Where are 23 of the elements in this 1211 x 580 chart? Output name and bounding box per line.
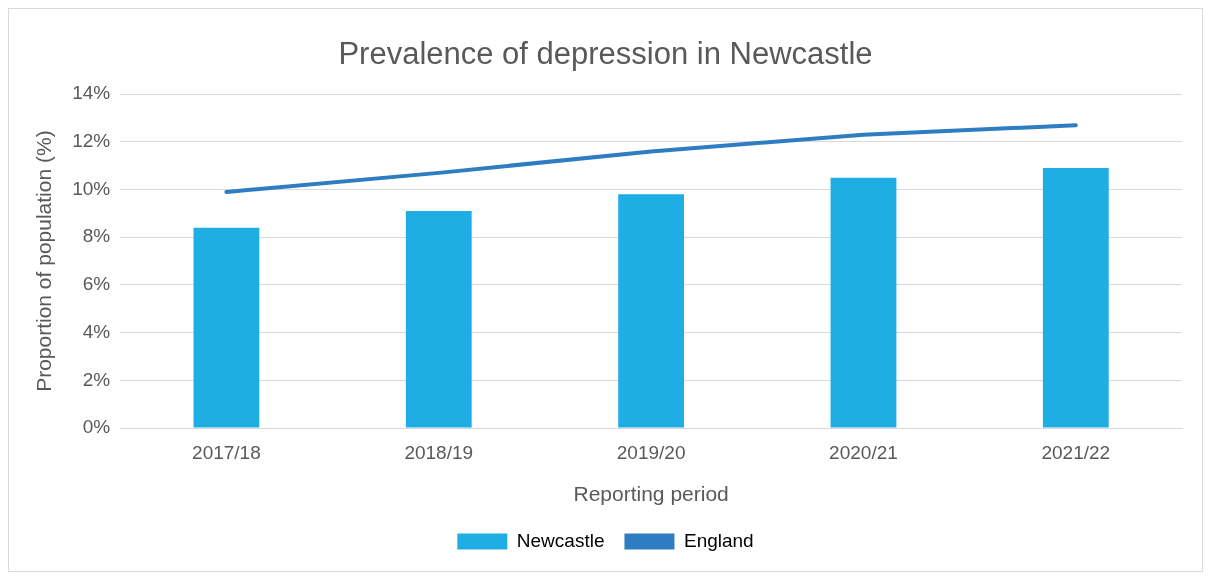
y-tick-label: 6%: [82, 273, 111, 295]
x-tick-label: 2021/22: [1041, 441, 1111, 463]
legend-label: Newcastle: [516, 529, 605, 551]
x-tick-label: 2020/21: [829, 441, 898, 463]
bar: [405, 211, 472, 428]
y-tick-label: 12%: [72, 130, 111, 152]
x-tick-label: 2017/18: [192, 441, 261, 463]
bar: [618, 194, 685, 428]
chart-title: Prevalence of depression in Newcastle: [338, 36, 873, 72]
x-tick-label: 2019/20: [616, 441, 686, 463]
bar: [830, 177, 897, 428]
bar: [1042, 168, 1109, 428]
y-tick-label: 4%: [82, 320, 111, 342]
y-tick-label: 0%: [82, 416, 111, 438]
x-tick-label: 2018/19: [404, 441, 474, 463]
y-axis-title: Proportion of population (%): [32, 130, 56, 392]
legend-label: England: [683, 529, 754, 551]
y-tick-label: 2%: [82, 368, 111, 390]
y-tick-label: 14%: [72, 82, 111, 104]
x-axis-title: Reporting period: [573, 482, 729, 506]
y-tick-label: 10%: [72, 177, 111, 199]
bar: [193, 227, 260, 428]
y-tick-label: 8%: [82, 225, 111, 247]
